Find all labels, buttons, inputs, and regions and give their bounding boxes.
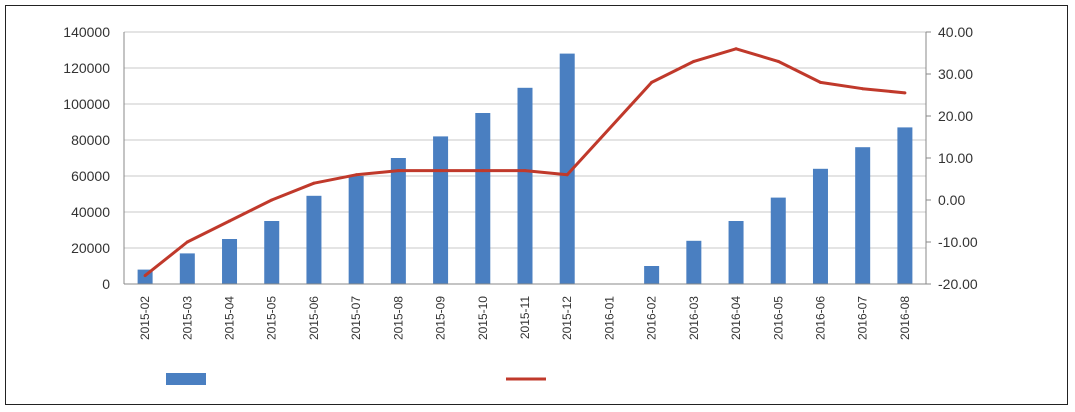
bar (264, 221, 280, 284)
left-tick-label: 60000 (71, 168, 110, 184)
left-tick-label: 100000 (63, 96, 110, 112)
right-tick-label: 30.00 (938, 66, 973, 82)
line-point (143, 274, 147, 278)
line-path (144, 47, 906, 277)
x-tick-label: 2015-09 (434, 296, 448, 340)
line-point (354, 173, 358, 177)
bar (475, 113, 491, 284)
right-tick-label: -10.00 (938, 234, 978, 250)
bar (390, 158, 406, 284)
bar (686, 240, 702, 284)
x-tick-label: 2016-03 (687, 296, 701, 340)
x-tick-label: 2015-12 (560, 296, 574, 340)
line-point (818, 80, 822, 84)
x-tick-label: 2015-11 (518, 296, 532, 339)
bar (897, 127, 913, 285)
x-tick-label: 2016-04 (729, 296, 743, 340)
x-tick-label: 2016-06 (813, 296, 827, 340)
line-point (776, 59, 780, 63)
line-series (143, 47, 907, 278)
line-point (861, 87, 865, 91)
x-tick-label: 2015-06 (307, 296, 321, 340)
x-tick-label: 2016-08 (898, 296, 912, 340)
x-tick-label: 2015-05 (265, 296, 279, 340)
x-tick-label: 2016-02 (645, 296, 659, 340)
right-tick-label: 10.00 (938, 150, 973, 166)
left-tick-label: 0 (102, 276, 110, 292)
x-tick-label: 2016-05 (771, 296, 785, 340)
line-point (903, 91, 907, 95)
bar (812, 168, 828, 284)
line-point (228, 219, 232, 223)
line-point (734, 47, 738, 51)
bar-series (137, 53, 913, 285)
left-tick-label: 40000 (71, 204, 110, 220)
right-tick-label: 20.00 (938, 108, 973, 124)
bar (348, 176, 364, 284)
bar (855, 147, 871, 284)
line-point (270, 198, 274, 202)
bar (433, 136, 449, 284)
right-axis: -20.00 -10.00 0.00 10.00 20.00 30.00 40.00 (925, 24, 978, 292)
line-point (396, 169, 400, 173)
combo-chart: 020000400006000080000100000120000140000 … (63, 24, 978, 385)
bar (517, 87, 533, 284)
left-tick-label: 120000 (63, 60, 110, 76)
x-tick-label: 2016-07 (856, 296, 870, 340)
x-tick-label: 2016-01 (602, 296, 616, 340)
x-tick-label: 2015-08 (391, 296, 405, 340)
left-axis: 0 20000 40000 60000 80000 100000 120000 140000 (63, 24, 125, 292)
x-tick-label: 2015-02 (138, 296, 152, 340)
left-tick-label: 20000 (71, 240, 110, 256)
x-tick-label: 2015-07 (349, 296, 363, 340)
bar (179, 253, 195, 284)
line-point (481, 169, 485, 173)
line-point (565, 173, 569, 177)
bar (222, 239, 238, 284)
line-point (439, 169, 443, 173)
chart-frame: 0 20000 40000 60000 80000 100000 120000 140000 … (5, 5, 1068, 405)
legend-swatch-bars (166, 373, 206, 385)
line-point (692, 59, 696, 63)
x-tick-label: 2015-10 (476, 296, 490, 340)
line-point (650, 80, 654, 84)
right-tick-label: 40.00 (938, 24, 973, 40)
x-tick-label: 2015-03 (180, 296, 194, 340)
line-point (185, 240, 189, 244)
left-tick-label: 140000 (63, 24, 110, 40)
bar (559, 53, 575, 284)
bar (644, 266, 660, 284)
x-tick-label: 2015-04 (223, 296, 237, 340)
line-point (312, 181, 316, 185)
bar (306, 195, 322, 284)
bar (728, 221, 744, 284)
legend (166, 373, 546, 385)
line-point (523, 169, 527, 173)
right-tick-label: 0.00 (938, 192, 965, 208)
left-tick-label: 80000 (71, 132, 110, 148)
right-tick-label: -20.00 (938, 276, 978, 292)
bar (770, 197, 786, 284)
x-axis: 2015-02 2015-03 2015-04 2015-05 2015-06 2015-… (124, 283, 926, 340)
